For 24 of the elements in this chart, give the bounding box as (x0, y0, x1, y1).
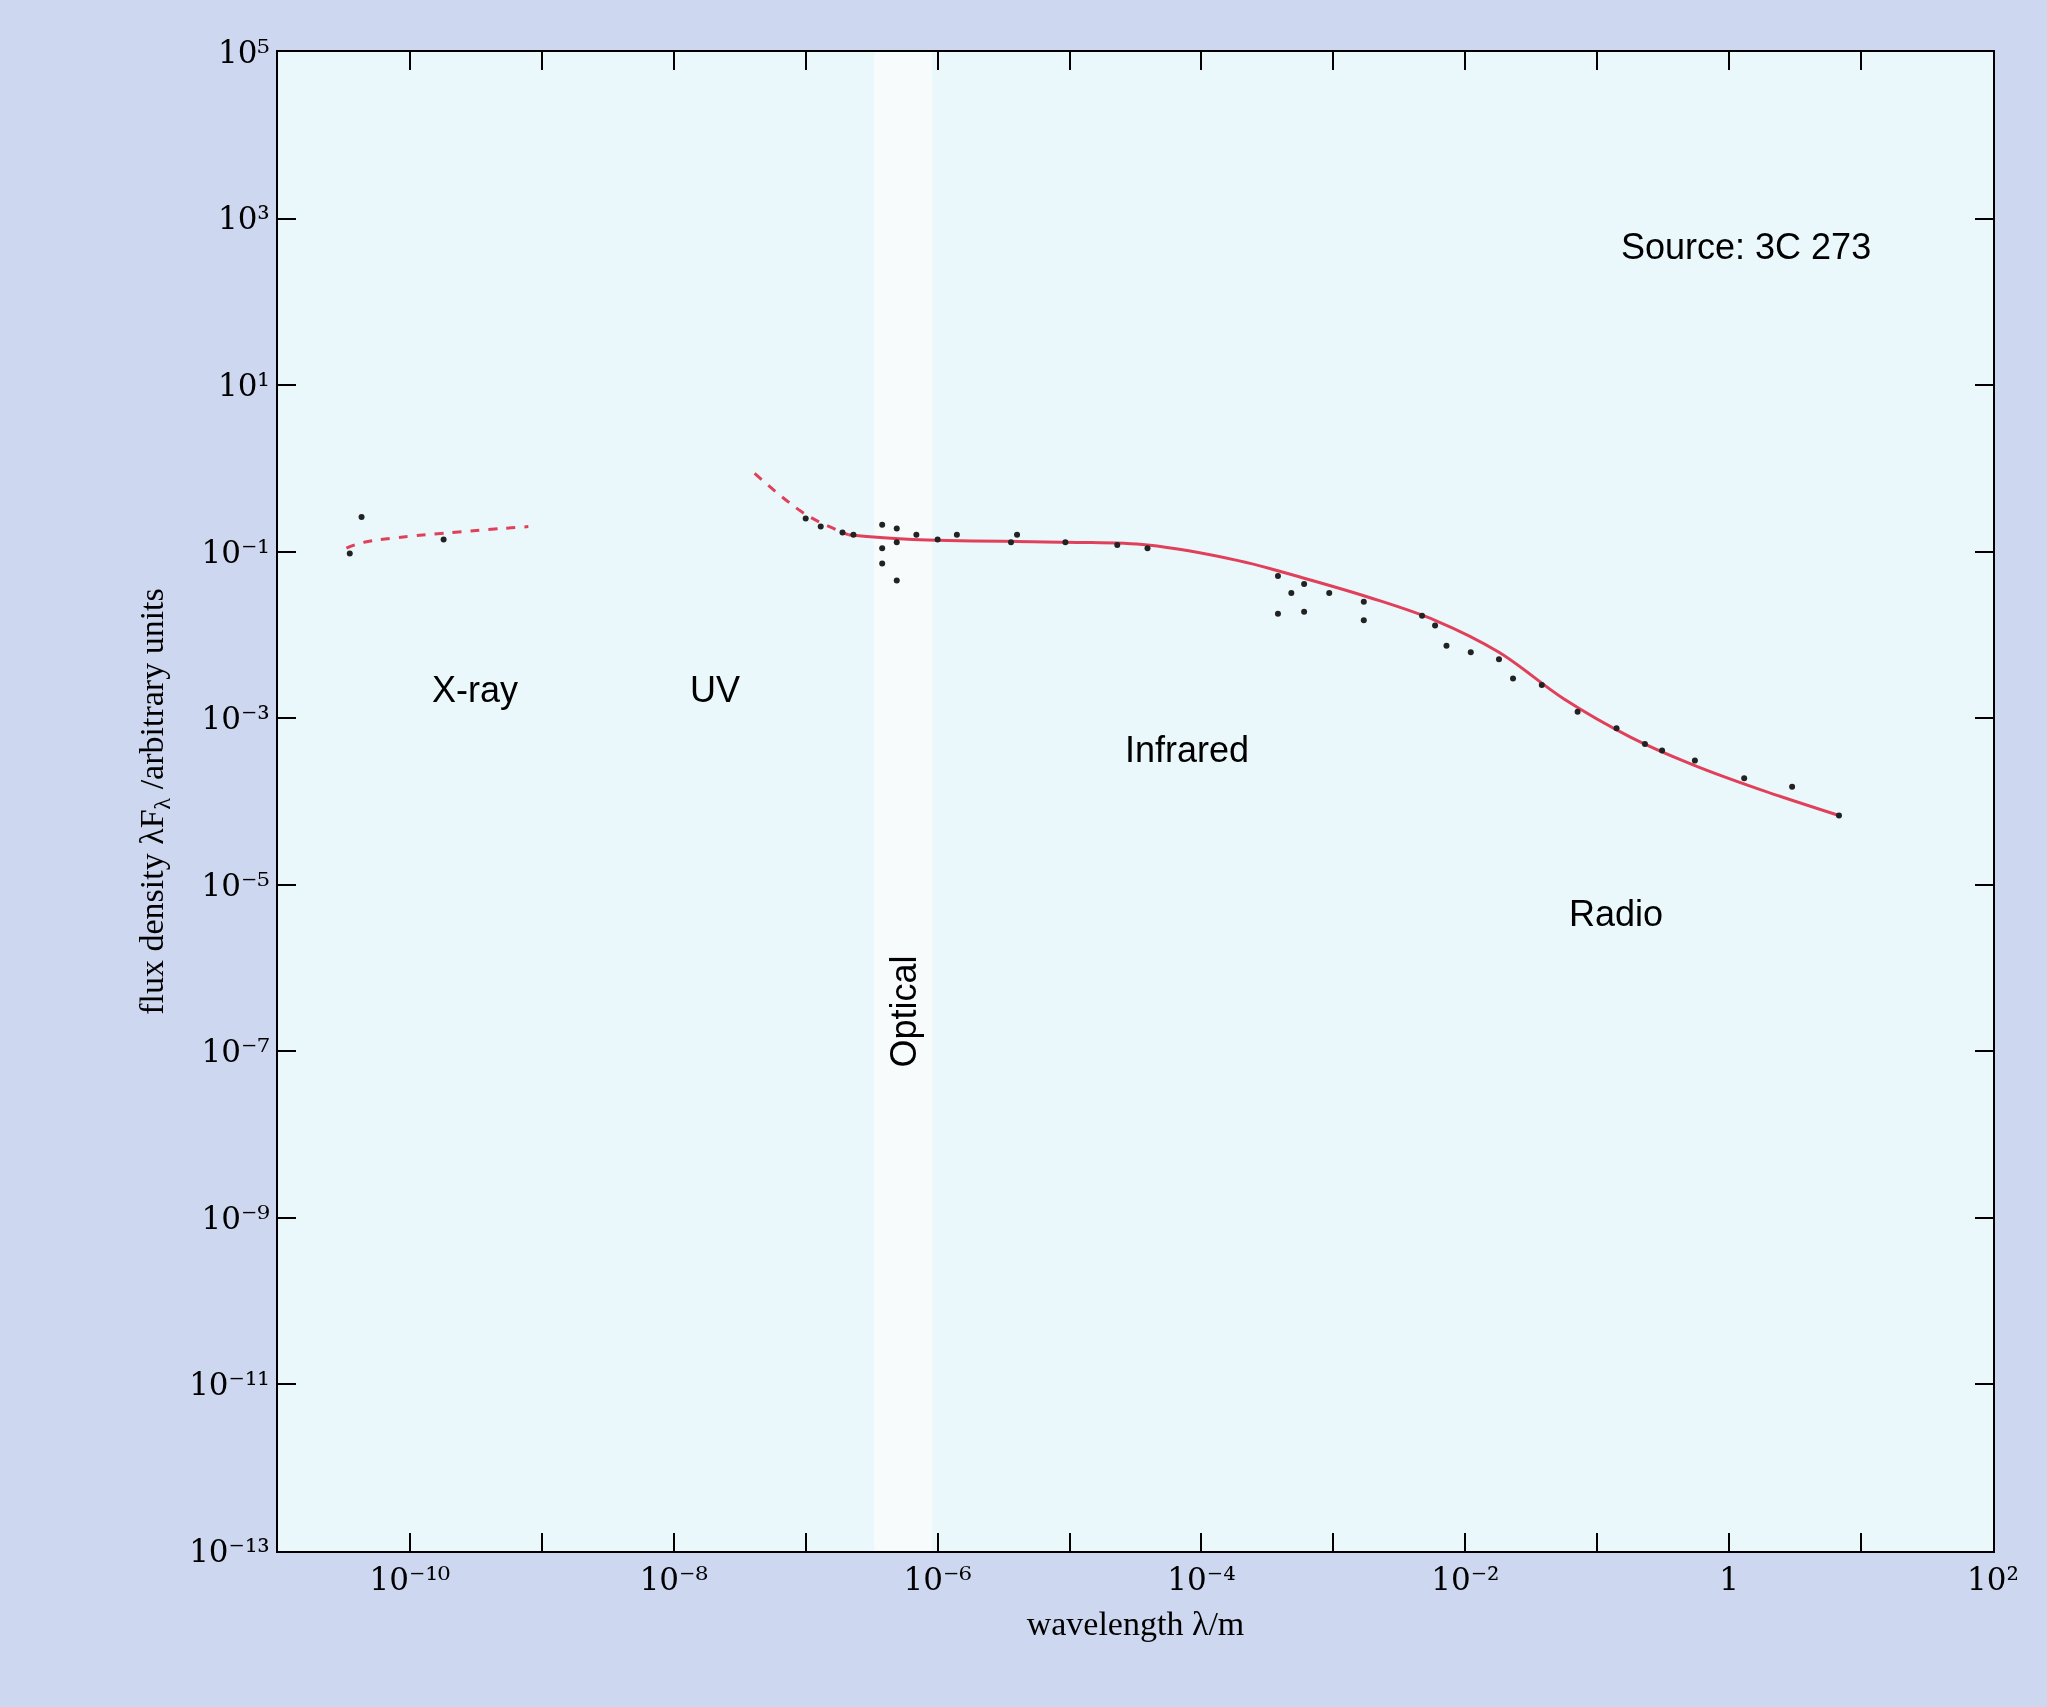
x-tick-label: 10² (1967, 1561, 2019, 1598)
y-tick-label: 10⁻⁷ (201, 1033, 270, 1070)
x-axis-title: wavelength λ/m (1026, 1605, 1245, 1642)
x-tick-label: 10⁻⁸ (639, 1561, 708, 1598)
band-label: Optical (882, 955, 924, 1068)
y-tick-label: 10⁻¹¹ (189, 1366, 270, 1403)
x-tick-label: 1 (1719, 1561, 1740, 1598)
annotation: Infrared (1125, 729, 1250, 770)
x-tick-label: 10⁻¹⁰ (369, 1561, 451, 1598)
x-tick-label: 10⁻² (1431, 1561, 1500, 1598)
y-tick-label: 10³ (217, 200, 270, 237)
y-tick-label: 10¹ (217, 366, 270, 403)
x-tick-label: 10⁻⁶ (903, 1561, 972, 1598)
annotation: UV (690, 669, 741, 710)
annotation: Radio (1569, 893, 1664, 934)
y-tick-label: 10⁻⁵ (201, 866, 270, 903)
x-tick-label: 10⁻⁴ (1167, 1561, 1236, 1598)
annotation: Source: 3C 273 (1621, 226, 1872, 267)
y-tick-label: 10⁻³ (201, 700, 270, 737)
y-tick-label: 10⁻¹³ (189, 1532, 270, 1569)
y-tick-label: 10⁻¹ (201, 533, 270, 570)
y-tick-label: 10⁵ (217, 33, 270, 70)
annotation: X-ray (432, 669, 519, 710)
y-tick-label: 10⁻⁹ (201, 1199, 270, 1236)
